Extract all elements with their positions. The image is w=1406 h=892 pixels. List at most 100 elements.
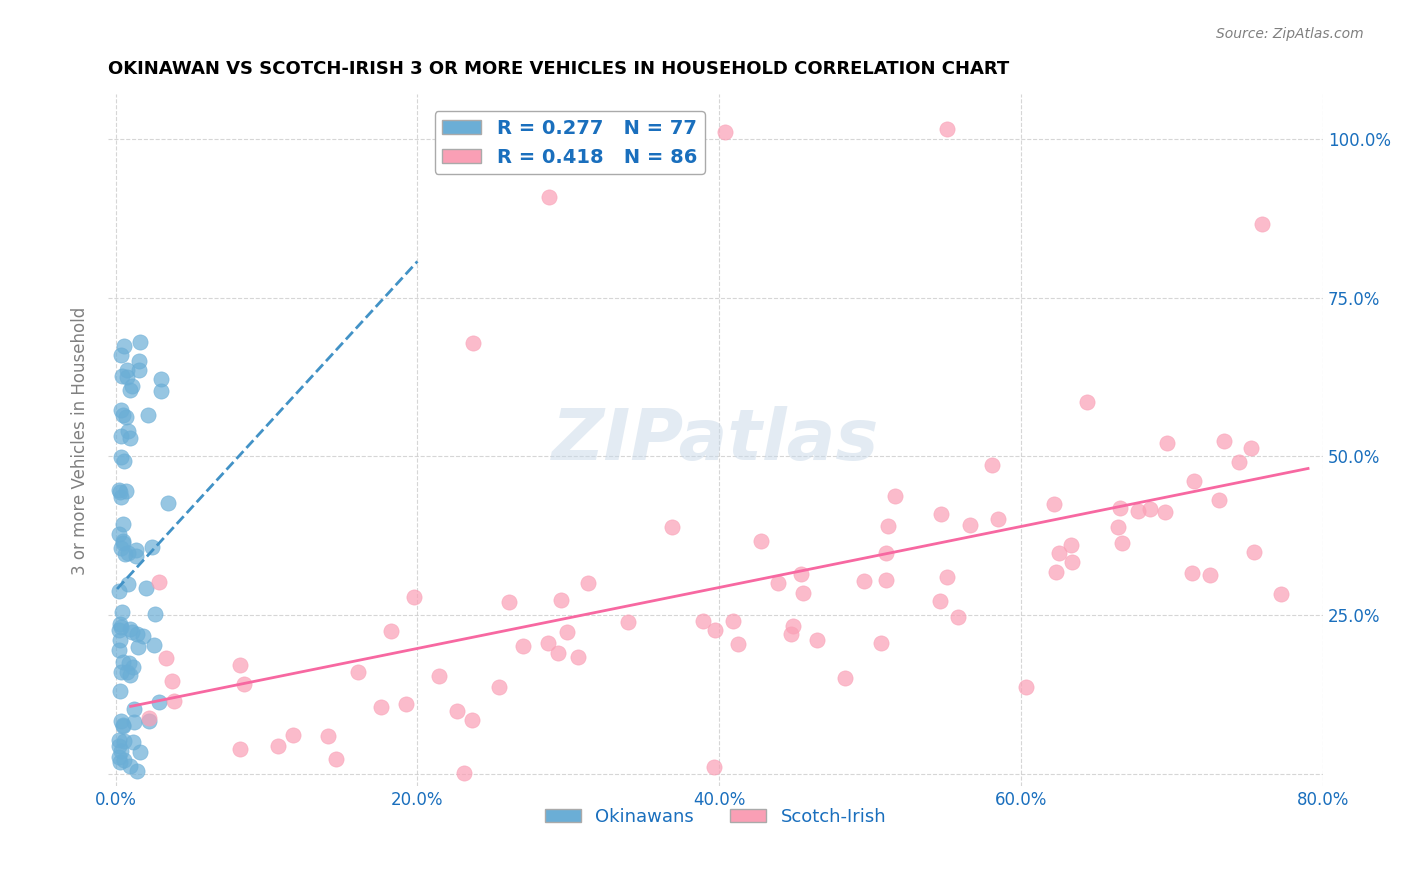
Point — [135, 581, 157, 595]
Point — [111, 605, 134, 619]
Point — [567, 649, 589, 664]
Point — [108, 684, 131, 698]
Point — [117, 577, 139, 591]
Point — [870, 636, 893, 650]
Point — [129, 746, 152, 760]
Point — [136, 408, 159, 422]
Point — [114, 547, 136, 561]
Point — [703, 760, 725, 774]
Point — [512, 639, 534, 653]
Point — [766, 576, 789, 591]
Point — [127, 640, 149, 655]
Point — [446, 704, 468, 718]
Point — [121, 625, 143, 640]
Point — [232, 677, 254, 691]
Point — [780, 627, 803, 641]
Point — [316, 729, 339, 743]
Point — [1208, 493, 1230, 508]
Point — [128, 353, 150, 368]
Point — [875, 573, 897, 587]
Point — [118, 668, 141, 682]
Point — [108, 750, 131, 764]
Point — [128, 334, 150, 349]
Point — [380, 624, 402, 639]
Point — [948, 610, 970, 624]
Point — [112, 536, 135, 550]
Point — [157, 496, 180, 510]
Point — [1062, 555, 1084, 569]
Point — [721, 614, 744, 628]
Point — [124, 702, 146, 716]
Point — [118, 622, 141, 636]
Point — [1014, 680, 1036, 694]
Point — [576, 575, 599, 590]
Point — [114, 454, 136, 468]
Point — [1243, 545, 1265, 559]
Point — [121, 379, 143, 393]
Point — [122, 660, 145, 674]
Point — [115, 483, 138, 498]
Point — [124, 715, 146, 730]
Point — [110, 450, 132, 464]
Point — [141, 540, 163, 554]
Text: Source: ZipAtlas.com: Source: ZipAtlas.com — [1216, 27, 1364, 41]
Point — [110, 756, 132, 770]
Point — [127, 627, 149, 641]
Point — [1250, 217, 1272, 231]
Point — [692, 614, 714, 628]
Point — [929, 507, 952, 521]
Point — [461, 335, 484, 350]
Point — [108, 739, 131, 753]
Point — [325, 752, 347, 766]
Point — [395, 697, 418, 711]
Point — [550, 592, 572, 607]
Point — [111, 719, 134, 733]
Point — [488, 680, 510, 694]
Point — [267, 739, 290, 753]
Point — [149, 384, 172, 399]
Point — [148, 695, 170, 709]
Point — [936, 570, 959, 584]
Point — [980, 458, 1002, 472]
Point — [111, 517, 134, 532]
Point — [453, 766, 475, 780]
Point — [1043, 496, 1066, 510]
Point — [1107, 520, 1129, 534]
Point — [1111, 536, 1133, 550]
Point — [125, 549, 148, 564]
Point — [617, 615, 640, 629]
Point — [111, 408, 134, 422]
Point — [117, 363, 139, 377]
Point — [108, 623, 131, 637]
Point — [110, 348, 132, 362]
Point — [117, 546, 139, 560]
Y-axis label: 3 or more Vehicles in Household: 3 or more Vehicles in Household — [72, 306, 89, 574]
Point — [110, 620, 132, 634]
Point — [537, 636, 560, 650]
Point — [928, 593, 950, 607]
Point — [108, 483, 131, 498]
Point — [714, 125, 737, 139]
Point — [143, 607, 166, 622]
Point — [935, 122, 957, 136]
Point — [112, 339, 135, 353]
Text: OKINAWAN VS SCOTCH-IRISH 3 OR MORE VEHICLES IN HOUSEHOLD CORRELATION CHART: OKINAWAN VS SCOTCH-IRISH 3 OR MORE VEHIC… — [108, 60, 1010, 78]
Text: ZIPatlas: ZIPatlas — [553, 406, 879, 475]
Point — [1139, 502, 1161, 516]
Point — [370, 699, 392, 714]
Point — [108, 527, 131, 541]
Point — [875, 546, 897, 560]
Point — [987, 511, 1010, 525]
Point — [283, 728, 305, 742]
Point — [118, 656, 141, 670]
Point — [143, 638, 166, 652]
Point — [1229, 455, 1251, 469]
Point — [110, 744, 132, 758]
Point — [790, 566, 813, 581]
Point — [792, 585, 814, 599]
Point — [112, 753, 135, 767]
Point — [118, 431, 141, 445]
Point — [110, 541, 132, 555]
Point — [1182, 474, 1205, 488]
Point — [1270, 586, 1292, 600]
